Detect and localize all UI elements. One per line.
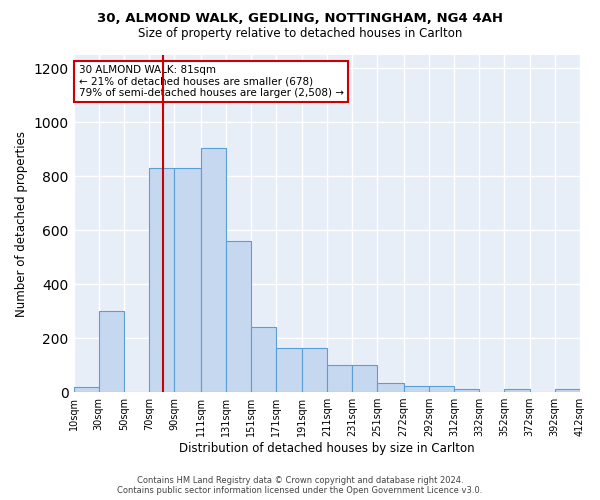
- Bar: [99, 311, 124, 392]
- Bar: [352, 365, 377, 392]
- Bar: [74, 386, 99, 392]
- Bar: [454, 390, 479, 392]
- Text: 30 ALMOND WALK: 81sqm
← 21% of detached houses are smaller (678)
79% of semi-det: 30 ALMOND WALK: 81sqm ← 21% of detached …: [79, 65, 344, 98]
- Text: 30, ALMOND WALK, GEDLING, NOTTINGHAM, NG4 4AH: 30, ALMOND WALK, GEDLING, NOTTINGHAM, NG…: [97, 12, 503, 26]
- Text: Contains HM Land Registry data © Crown copyright and database right 2024.
Contai: Contains HM Land Registry data © Crown c…: [118, 476, 482, 495]
- Y-axis label: Number of detached properties: Number of detached properties: [15, 130, 28, 316]
- Bar: [302, 348, 327, 392]
- Bar: [277, 348, 302, 392]
- Bar: [327, 365, 352, 392]
- Bar: [251, 328, 277, 392]
- Bar: [555, 390, 580, 392]
- Bar: [149, 168, 175, 392]
- Bar: [226, 241, 251, 392]
- X-axis label: Distribution of detached houses by size in Carlton: Distribution of detached houses by size …: [179, 442, 475, 455]
- Bar: [404, 386, 429, 392]
- Bar: [377, 384, 404, 392]
- Text: Size of property relative to detached houses in Carlton: Size of property relative to detached ho…: [138, 28, 462, 40]
- Bar: [175, 168, 201, 392]
- Bar: [201, 148, 226, 392]
- Bar: [429, 386, 454, 392]
- Bar: [505, 390, 530, 392]
